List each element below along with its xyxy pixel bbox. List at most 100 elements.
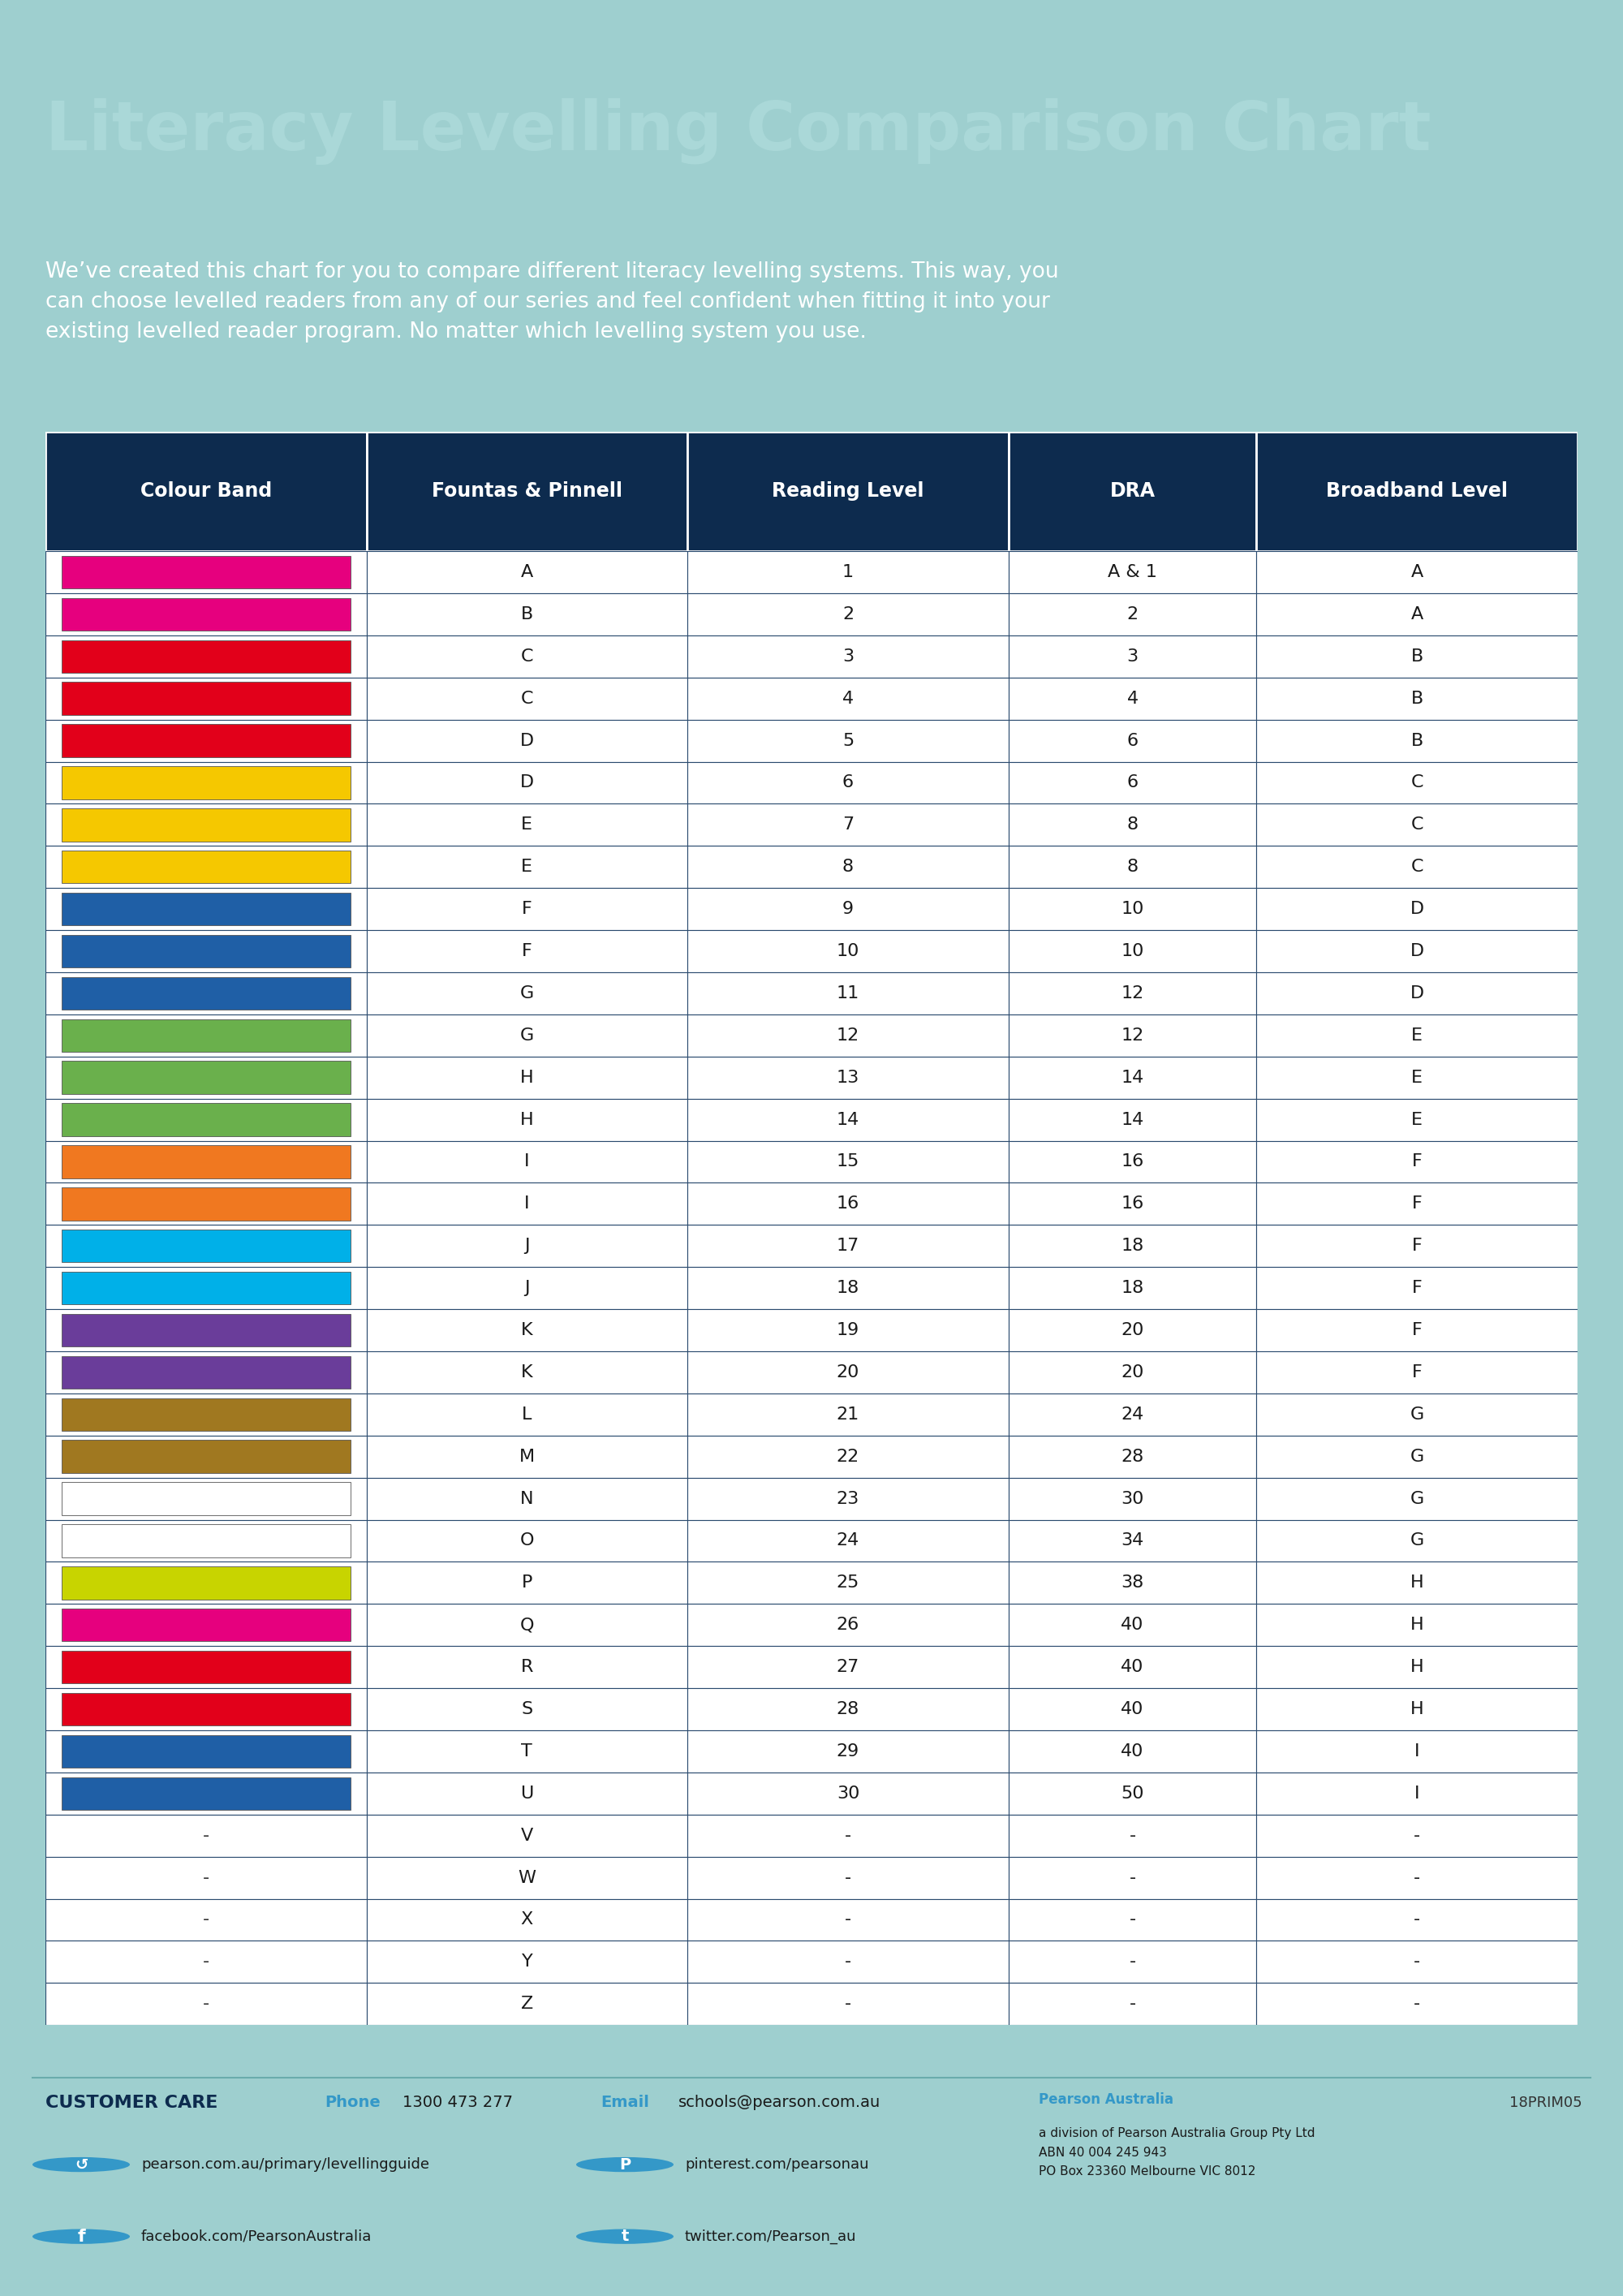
Bar (45, 432, 367, 551)
Text: 18: 18 (1121, 1238, 1144, 1254)
Bar (367, 1394, 688, 1435)
Circle shape (32, 2158, 130, 2172)
Bar (45, 971, 367, 1015)
Bar (367, 551, 688, 592)
Bar (367, 1857, 688, 1899)
Bar (62, 1651, 351, 1683)
Text: DRA: DRA (1110, 482, 1156, 501)
Text: 9: 9 (842, 900, 854, 916)
Bar (62, 1525, 351, 1557)
Text: -: - (203, 1954, 209, 1970)
Bar (688, 719, 1008, 762)
Bar (45, 804, 367, 845)
Bar (1008, 1561, 1256, 1605)
Text: B: B (521, 606, 532, 622)
Bar (45, 1352, 367, 1394)
Bar (1256, 1731, 1578, 1773)
Bar (1256, 677, 1578, 719)
Bar (45, 1182, 367, 1226)
Bar (688, 889, 1008, 930)
Text: pinterest.com/pearsonau: pinterest.com/pearsonau (685, 2158, 868, 2172)
Text: K: K (521, 1322, 532, 1339)
Text: P: P (618, 2156, 631, 2172)
Bar (688, 1940, 1008, 1984)
Text: D: D (1410, 985, 1423, 1001)
Bar (45, 889, 367, 930)
Bar (45, 1141, 367, 1182)
Text: -: - (1414, 1954, 1420, 1970)
Text: 19: 19 (836, 1322, 860, 1339)
Text: 22: 22 (836, 1449, 860, 1465)
Bar (688, 677, 1008, 719)
Bar (45, 1688, 367, 1731)
Text: 30: 30 (836, 1786, 860, 1802)
Text: 12: 12 (1121, 985, 1144, 1001)
Text: -: - (203, 1828, 209, 1844)
Bar (688, 1605, 1008, 1646)
Bar (367, 1435, 688, 1479)
Text: -: - (203, 1869, 209, 1885)
Text: H: H (1410, 1616, 1423, 1632)
Text: -: - (1414, 1913, 1420, 1929)
Bar (1256, 636, 1578, 677)
Bar (367, 1899, 688, 1940)
Text: 10: 10 (836, 944, 860, 960)
Text: F: F (1412, 1364, 1422, 1380)
Bar (45, 1097, 367, 1141)
Text: F: F (1412, 1153, 1422, 1171)
Bar (1008, 1520, 1256, 1561)
Bar (1008, 804, 1256, 845)
Bar (688, 1056, 1008, 1097)
Text: 12: 12 (1121, 1026, 1144, 1045)
Text: F: F (1412, 1238, 1422, 1254)
Bar (688, 1899, 1008, 1940)
Bar (1008, 1940, 1256, 1984)
Text: J: J (524, 1238, 529, 1254)
Bar (1256, 1940, 1578, 1984)
Bar (367, 1984, 688, 2025)
Bar (367, 1940, 688, 1984)
Text: O: O (519, 1534, 534, 1550)
Bar (1008, 1141, 1256, 1182)
Text: -: - (844, 1828, 852, 1844)
Bar (45, 930, 367, 971)
Bar (45, 1646, 367, 1688)
Text: G: G (1410, 1490, 1423, 1506)
Text: 4: 4 (842, 691, 854, 707)
Bar (367, 677, 688, 719)
Text: -: - (844, 1995, 852, 2011)
Text: -: - (844, 1954, 852, 1970)
Bar (45, 1899, 367, 1940)
Bar (688, 762, 1008, 804)
Text: 7: 7 (842, 817, 854, 833)
Bar (45, 719, 367, 762)
Bar (688, 1857, 1008, 1899)
Text: 20: 20 (1121, 1322, 1144, 1339)
Bar (367, 592, 688, 636)
Bar (1256, 1479, 1578, 1520)
Bar (688, 1309, 1008, 1352)
Text: G: G (1410, 1449, 1423, 1465)
Bar (1008, 1015, 1256, 1056)
Text: F: F (521, 900, 532, 916)
Text: E: E (1412, 1111, 1423, 1127)
Bar (367, 636, 688, 677)
Bar (1256, 1015, 1578, 1056)
Text: 24: 24 (1121, 1407, 1144, 1424)
Bar (367, 719, 688, 762)
Bar (1008, 592, 1256, 636)
Bar (688, 1141, 1008, 1182)
Bar (367, 1605, 688, 1646)
Text: 6: 6 (842, 774, 854, 790)
Text: 16: 16 (836, 1196, 860, 1212)
Bar (688, 1394, 1008, 1435)
Text: 16: 16 (1121, 1196, 1144, 1212)
Bar (1256, 1646, 1578, 1688)
Bar (62, 1398, 351, 1430)
Text: 28: 28 (836, 1701, 860, 1717)
Text: N: N (521, 1490, 534, 1506)
Bar (367, 971, 688, 1015)
Bar (688, 432, 1008, 551)
Text: Z: Z (521, 1995, 532, 2011)
Text: F: F (1412, 1322, 1422, 1339)
